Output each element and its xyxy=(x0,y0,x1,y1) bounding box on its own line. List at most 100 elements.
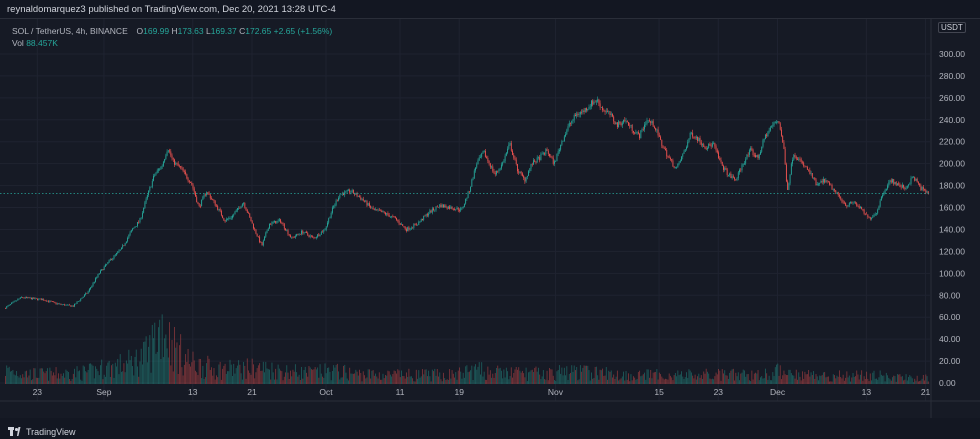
volume-bar xyxy=(370,378,372,384)
candle-body xyxy=(847,205,849,207)
candle-body xyxy=(29,297,31,299)
candle-body xyxy=(97,274,99,277)
volume-bar xyxy=(647,369,649,384)
candle-body xyxy=(481,153,483,157)
volume-bar xyxy=(429,376,431,384)
volume-bar xyxy=(920,380,922,384)
candle-body xyxy=(514,157,516,160)
candle-body xyxy=(264,236,266,241)
candle-body xyxy=(790,163,792,175)
candle-body xyxy=(598,99,600,104)
volume-bar xyxy=(319,364,321,384)
volume-bar xyxy=(582,367,584,384)
volume-bar xyxy=(80,379,82,384)
y-tick-label: 120.00 xyxy=(939,246,965,256)
candle-body xyxy=(82,296,84,298)
candle-body xyxy=(878,206,880,210)
volume-bar xyxy=(24,371,26,384)
volume-bar xyxy=(557,369,559,384)
volume-bar xyxy=(154,322,156,384)
volume-bar xyxy=(8,366,10,384)
candle-body xyxy=(133,227,135,229)
volume-bar xyxy=(868,380,870,384)
volume-bar xyxy=(657,379,659,384)
candle-body xyxy=(587,108,589,111)
volume-bar xyxy=(454,377,455,384)
candle-body xyxy=(214,201,216,206)
candle-body xyxy=(359,196,360,198)
volume-bar xyxy=(88,363,90,384)
volume-bar xyxy=(658,372,660,384)
volume-bar xyxy=(113,377,115,384)
volume-bar xyxy=(50,370,52,384)
volume-bar xyxy=(111,365,113,384)
volume-bar xyxy=(774,367,776,384)
volume-bar xyxy=(344,364,346,384)
volume-bar xyxy=(303,370,305,384)
candle-body xyxy=(135,226,137,227)
volume-bar xyxy=(542,370,544,384)
volume-bar xyxy=(249,372,251,384)
volume-bar xyxy=(896,374,898,384)
volume-bar xyxy=(164,338,166,384)
candle-body xyxy=(573,115,575,120)
volume-bar xyxy=(330,380,332,384)
volume-bar xyxy=(813,371,814,384)
volume-bar xyxy=(129,360,131,384)
volume-bar xyxy=(789,369,791,384)
candle-body xyxy=(270,223,272,225)
volume-bar xyxy=(726,375,728,384)
volume-bar xyxy=(731,369,733,384)
volume-bar xyxy=(830,381,832,384)
volume-bar xyxy=(476,369,478,384)
price-chart[interactable]: 172.65 300.00280.00260.00240.00220.00200… xyxy=(0,19,980,419)
candle-body xyxy=(182,168,184,172)
candle-body xyxy=(426,214,428,216)
volume-bar xyxy=(798,372,800,384)
candle-body xyxy=(831,185,833,190)
candle-body xyxy=(777,121,779,122)
volume-bar xyxy=(108,360,110,384)
candle-body xyxy=(570,122,571,124)
volume-bar xyxy=(357,375,359,384)
volume-bar xyxy=(65,369,67,384)
tradingview-logo-icon[interactable] xyxy=(8,427,21,436)
candle-body xyxy=(842,201,844,203)
volume-bar xyxy=(462,372,464,384)
tradingview-brand[interactable]: TradingView xyxy=(26,426,76,437)
symbol-label[interactable]: SOL / TetherUS, 4h, BINANCE xyxy=(12,26,128,36)
candle-body xyxy=(451,206,453,209)
volume-bar xyxy=(800,380,802,384)
volume-bar xyxy=(26,370,27,384)
candle-body xyxy=(574,115,576,117)
volume-bar xyxy=(158,327,159,384)
candle-body xyxy=(65,304,67,306)
volume-bar xyxy=(401,370,402,384)
candle-body xyxy=(74,303,76,307)
candle-body xyxy=(386,213,388,215)
candle-body xyxy=(882,194,884,197)
volume-bar xyxy=(821,375,823,384)
chart-area[interactable]: 172.65 300.00280.00260.00240.00220.00200… xyxy=(0,18,980,419)
volume-bar xyxy=(430,381,432,384)
volume-bar xyxy=(600,370,602,384)
volume-bar xyxy=(769,380,771,384)
publisher-name[interactable]: reynaldomarquez3 xyxy=(7,4,86,15)
candle-body xyxy=(593,101,595,105)
volume-bar xyxy=(810,372,812,384)
volume-bar xyxy=(921,378,923,384)
candle-body xyxy=(302,230,304,234)
volume-bar xyxy=(911,378,913,384)
candle-body xyxy=(561,141,563,145)
candle-body xyxy=(249,213,251,218)
candle-body xyxy=(811,173,813,178)
currency-label[interactable]: USDT xyxy=(938,22,966,33)
volume-bar xyxy=(425,369,427,384)
volume-bar xyxy=(367,369,369,384)
candle-body xyxy=(628,122,629,126)
candle-body xyxy=(225,219,227,222)
candle-body xyxy=(825,180,827,183)
candle-body xyxy=(285,228,286,231)
volume-bar xyxy=(90,363,92,384)
candle-body xyxy=(397,219,399,221)
